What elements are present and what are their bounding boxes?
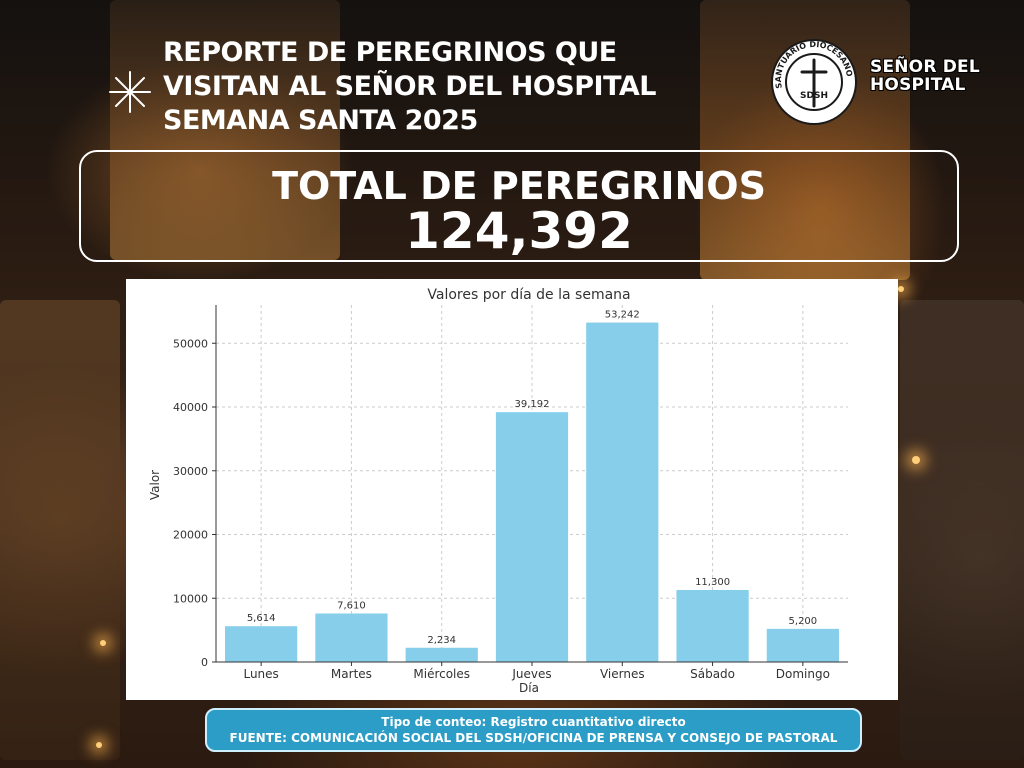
data-label-lunes: 5,614	[247, 613, 276, 624]
bar-chart: Valores por día de la semana Día Valor 0…	[148, 287, 848, 695]
bar-martes	[315, 613, 388, 662]
x-tick-label: Martes	[331, 667, 372, 681]
data-label-viernes: 53,242	[605, 310, 640, 321]
y-tick-label: 10000	[173, 592, 208, 605]
x-axis-label: Día	[519, 681, 539, 695]
y-tick-label: 20000	[173, 529, 208, 542]
sanctuary-logo: SANTUARIO DIOCESANO SDSH SEÑOR DEL HOSPI…	[770, 38, 980, 128]
x-tick-label: Miércoles	[413, 667, 470, 681]
sparkle-icon	[109, 71, 151, 113]
data-label-domingo: 5,200	[789, 616, 818, 627]
seal-initials: SDSH	[800, 91, 828, 101]
x-tick-label: Jueves	[511, 667, 551, 681]
y-tick-label: 40000	[173, 401, 208, 414]
chart-title: Valores por día de la semana	[427, 287, 630, 303]
x-tick-label: Lunes	[243, 667, 278, 681]
sanctuary-seal-icon: SANTUARIO DIOCESANO SDSH	[771, 39, 857, 125]
bar-chart-panel: Valores por día de la semana Día Valor 0…	[126, 279, 898, 700]
bar-viernes	[586, 322, 659, 662]
total-pilgrims-label: TOTAL DE PEREGRINOS	[272, 164, 766, 208]
data-label-martes: 7,610	[337, 600, 366, 611]
sanctuary-name: SEÑOR DEL HOSPITAL	[870, 58, 980, 94]
x-tick-label: Domingo	[776, 667, 830, 681]
data-label-miércoles: 2,234	[427, 635, 456, 646]
source-text: FUENTE: COMUNICACIÓN SOCIAL DEL SDSH/OFI…	[229, 731, 838, 745]
report-title-line-1: REPORTE DE PEREGRINOS QUE	[163, 37, 617, 68]
report-title-line-2: VISITAN AL SEÑOR DEL HOSPITAL	[163, 71, 657, 102]
bar-miércoles	[405, 647, 478, 662]
report-title: REPORTE DE PEREGRINOS QUE VISITAN AL SEÑ…	[163, 36, 657, 138]
y-tick-label: 0	[201, 656, 208, 669]
total-pilgrims-box: TOTAL DE PEREGRINOS 124,392	[79, 150, 959, 262]
chart-axes: 0 10000 20000 30000 40000 50000 Lunes Martes Mié…	[173, 305, 848, 681]
bar-jueves	[495, 412, 569, 662]
total-pilgrims-value: 124,392	[405, 202, 633, 260]
report-title-line-3: SEMANA SANTA 2025	[163, 105, 478, 136]
x-tick-label: Viernes	[600, 667, 645, 681]
bar-lunes	[225, 626, 298, 662]
y-axis-label: Valor	[148, 470, 162, 500]
y-tick-label: 50000	[173, 337, 208, 350]
data-label-sábado: 11,300	[695, 577, 730, 588]
x-tick-label: Sábado	[690, 667, 735, 681]
bar-domingo	[766, 628, 839, 662]
y-tick-label: 30000	[173, 465, 208, 478]
data-label-jueves: 39,192	[515, 399, 550, 410]
chart-bars	[225, 322, 839, 662]
bar-sábado	[676, 589, 749, 662]
count-type-text: Tipo de conteo: Registro cuantitativo di…	[381, 715, 686, 729]
chart-data-labels: 5,614 7,610 2,234 39,192 53,242 11,300 5,200	[247, 310, 817, 646]
sanctuary-name-line-2: HOSPITAL	[870, 75, 966, 95]
sanctuary-name-line-1: SEÑOR DEL	[870, 57, 980, 77]
source-footer: Tipo de conteo: Registro cuantitativo di…	[205, 708, 862, 752]
